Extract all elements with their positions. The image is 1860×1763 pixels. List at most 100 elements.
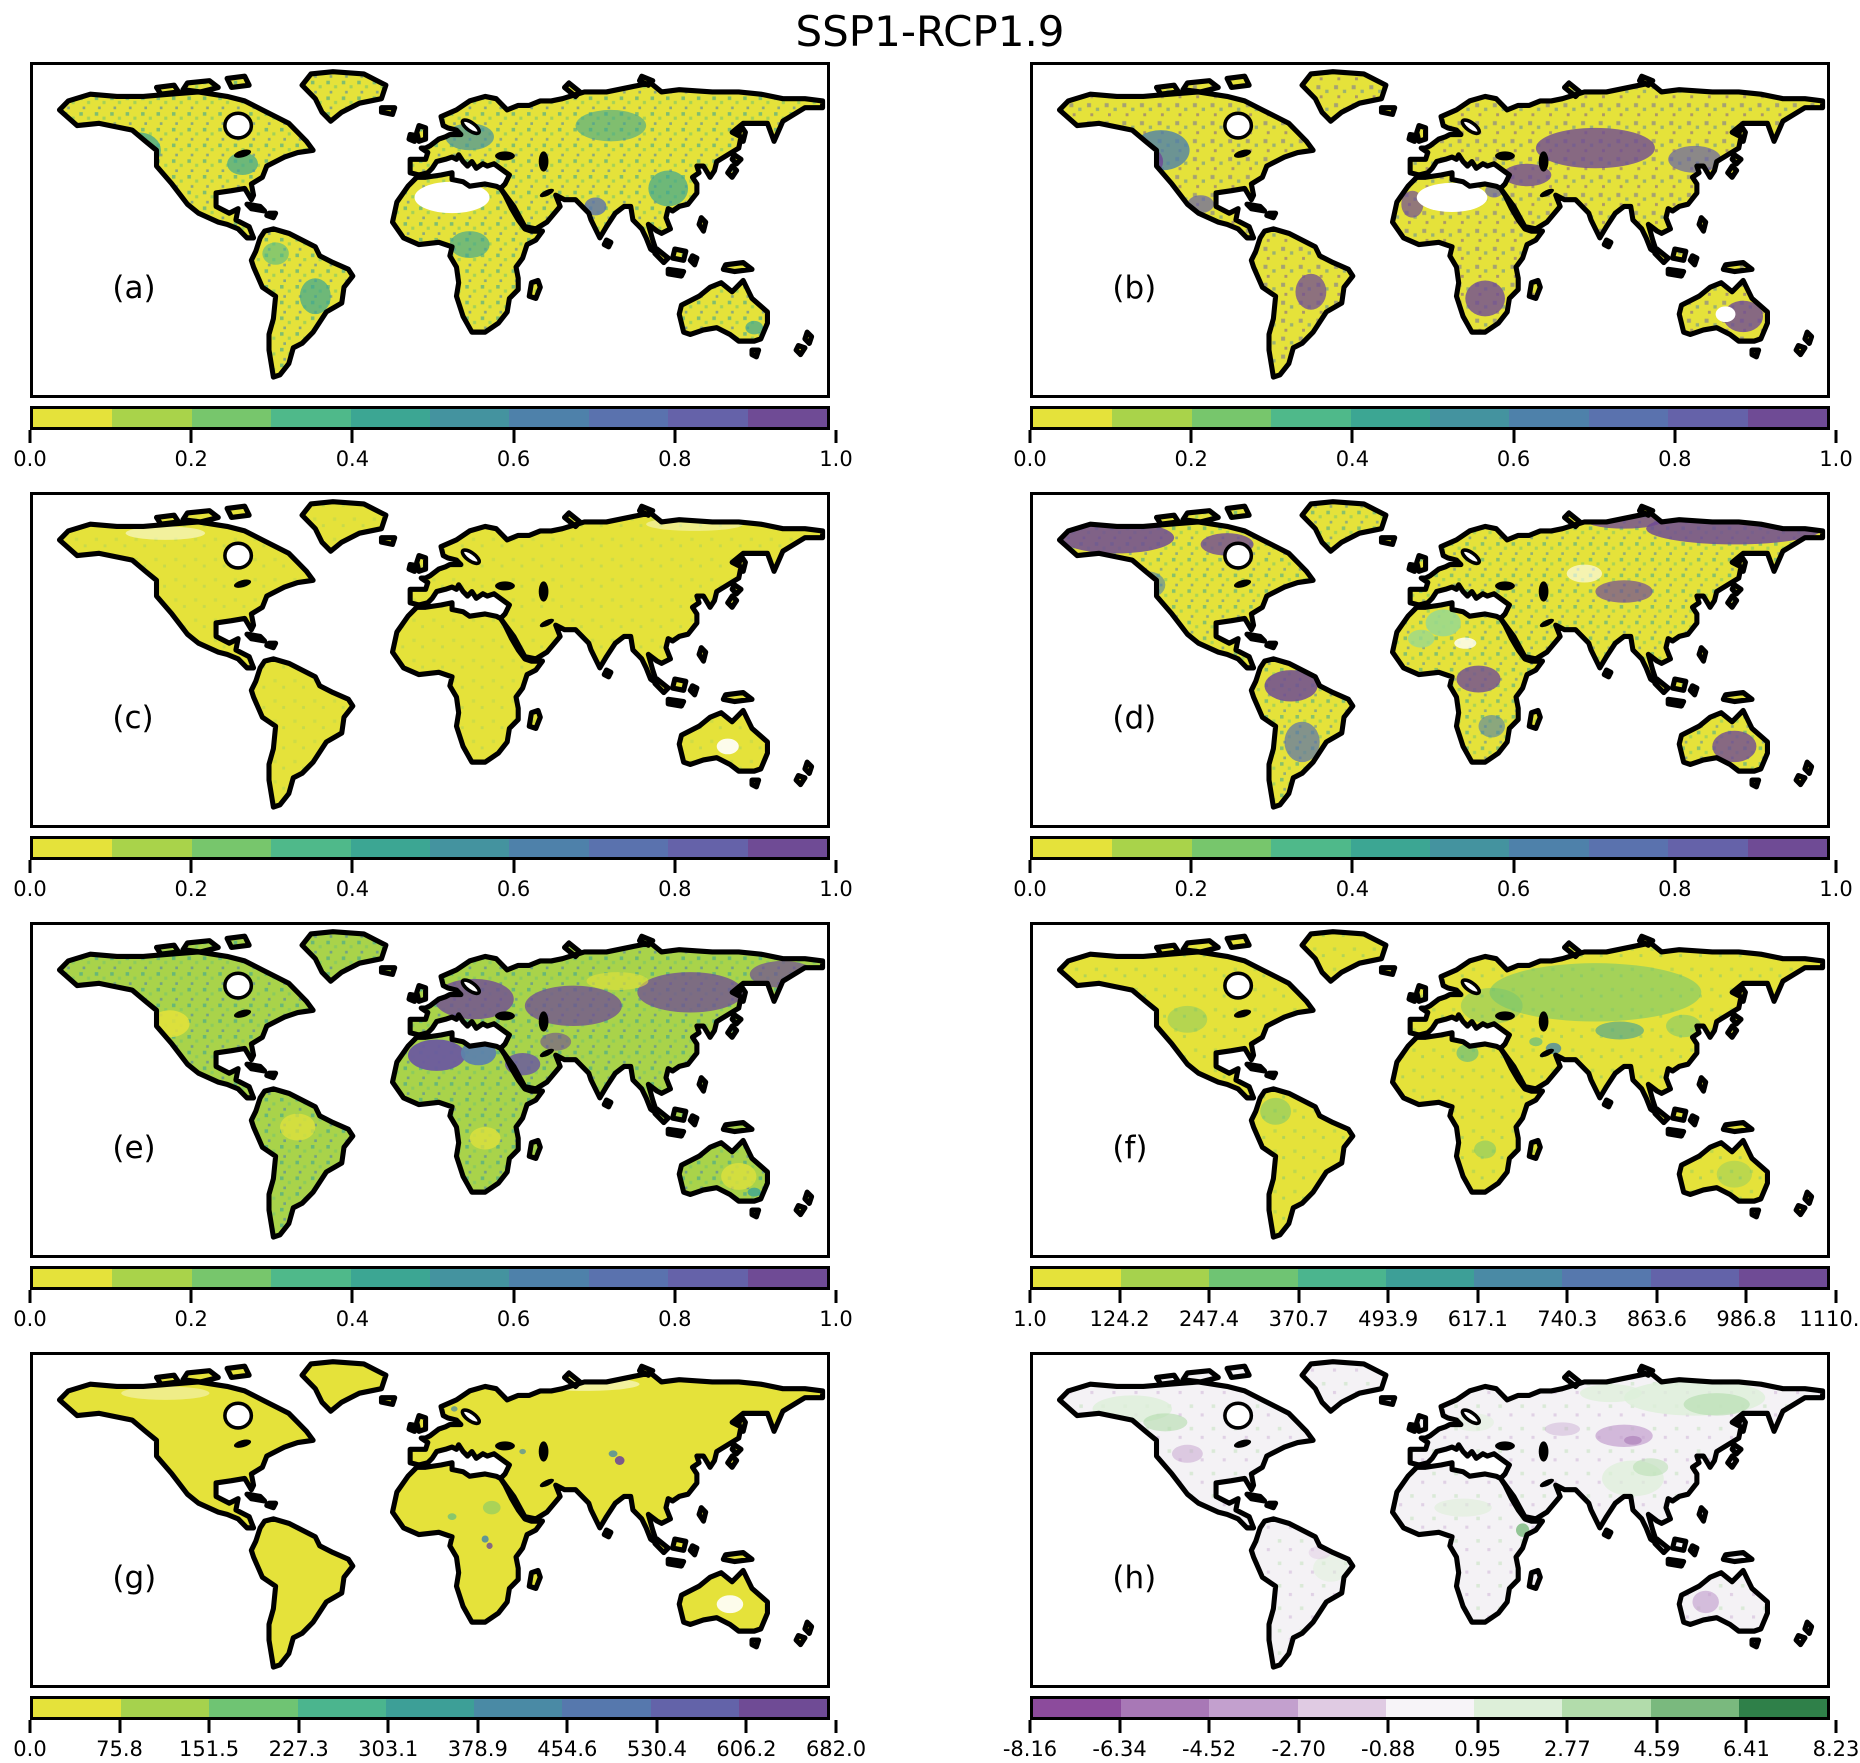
colorbar-tick-label: 0.8	[658, 877, 692, 901]
colorbar-tick-mark	[1655, 1720, 1659, 1733]
colorbar-gradient	[1030, 406, 1830, 430]
speckle-overlay	[1059, 931, 1823, 1238]
caspian-sea	[538, 151, 549, 172]
caspian-sea	[538, 1441, 549, 1462]
data-blob	[1665, 1014, 1702, 1038]
colorbar-gradient	[30, 836, 830, 860]
colorbar-segment	[588, 839, 669, 857]
colorbar-tick-mark	[1512, 860, 1516, 873]
data-blob	[1260, 1097, 1292, 1125]
hudson-bay	[223, 1401, 254, 1430]
world-map-e	[33, 925, 827, 1255]
data-blob	[1579, 1384, 1642, 1403]
colorbar-segment	[509, 409, 589, 427]
data-blob	[1434, 1498, 1492, 1517]
colorbar-tick-label: 8.23	[1812, 1737, 1860, 1761]
colorbar-tick-mark	[1834, 860, 1838, 873]
colorbar-segment	[1509, 839, 1589, 857]
panel-label-f: (f)	[1112, 1129, 1148, 1166]
colorbar-segment	[1209, 1269, 1298, 1287]
baltic-sea	[460, 548, 482, 566]
persian-gulf	[1539, 1048, 1554, 1058]
map-frame-h: (h)	[1030, 1352, 1830, 1688]
data-layer	[59, 931, 823, 1238]
colorbar-segment	[1112, 409, 1192, 427]
colorbar-segment	[271, 1269, 351, 1287]
colorbar-tick-label: 986.8	[1716, 1307, 1777, 1331]
colorbar-tick-label: 1.0	[1819, 877, 1853, 901]
world-map-d	[1033, 495, 1827, 825]
baltic-sea	[1460, 978, 1482, 996]
colorbar-tick-label: 75.8	[96, 1737, 143, 1761]
colorbar-axis: -8.16 -6.34 -4.52 -2.70 -0.88 0.95 2.77 4.59 6.4…	[1003, 1720, 1859, 1763]
great-lakes	[1233, 149, 1252, 158]
colorbar-tick-label: 0.4	[335, 447, 370, 471]
colorbar-segment	[112, 1269, 192, 1287]
colorbar-segment	[509, 839, 589, 857]
colorbar-segment	[1747, 409, 1828, 427]
data-layer	[59, 501, 823, 808]
colorbar-tick-label: 1.0	[819, 1307, 853, 1331]
data-blob	[1502, 163, 1552, 187]
colorbar-tick-label: 0.8	[1658, 877, 1692, 901]
hudson-bay	[223, 111, 254, 140]
colorbar-tick-mark	[28, 860, 32, 873]
colorbar-tick-mark	[189, 860, 193, 873]
colorbar-segment	[1738, 1699, 1827, 1717]
colorbar-segment	[1738, 1269, 1827, 1287]
colorbar-tick-mark	[1673, 430, 1677, 443]
baltic-sea	[460, 118, 482, 136]
colorbar-tick-mark	[28, 430, 32, 443]
colorbar-tick-mark	[350, 1290, 354, 1303]
colorbar-tick-mark	[1028, 1290, 1032, 1303]
speckle-overlay	[1059, 71, 1823, 378]
colorbar-a: 0.0 0.2 0.4 0.6 0.8 1.0	[13, 406, 853, 480]
colorbar-tick-mark	[118, 1720, 122, 1733]
colorbar-tick-mark	[1476, 1720, 1480, 1733]
colorbar-tick-label: 0.2	[174, 1307, 208, 1331]
colorbar-segment	[1385, 1699, 1475, 1717]
colorbar-tick-mark	[297, 1720, 301, 1733]
data-blob	[1723, 300, 1764, 333]
nodata-blob	[125, 526, 206, 540]
black-sea	[1495, 1011, 1515, 1021]
data-blob	[1716, 1160, 1753, 1188]
map-frame-d: (d)	[1030, 492, 1830, 828]
colorbar-segment	[1430, 839, 1510, 857]
panel-a: (a) 0.0 0.2 0.4 0.6 0.8 1.0	[13, 62, 853, 480]
colorbar-tick-mark	[1297, 1290, 1301, 1303]
hudson-bay	[1223, 971, 1254, 1000]
colorbar-tick-mark	[28, 1720, 32, 1733]
colorbar-tick-label: 530.4	[626, 1737, 687, 1761]
data-layer	[59, 1361, 823, 1668]
data-blob	[1632, 1458, 1669, 1477]
panel-d: (d) 0.0 0.2 0.4 0.6 0.8 1.0	[1013, 492, 1853, 910]
colorbar-segment	[1271, 409, 1351, 427]
colorbar-gradient	[30, 1266, 830, 1290]
caspian-sea	[1538, 1441, 1549, 1462]
colorbar-f: 1.0 124.2 247.4 370.7 493.9 617.1 740.3 863.6 98…	[1013, 1266, 1860, 1340]
colorbar-tick-label: 0.8	[658, 1307, 692, 1331]
colorbar-axis: 0.0 0.2 0.4 0.6 0.8 1.0	[1013, 860, 1853, 910]
colorbar-tick-mark	[1834, 1290, 1838, 1303]
colorbar-segment	[668, 409, 748, 427]
colorbar-segment	[1430, 409, 1510, 427]
colorbar-tick-mark	[512, 430, 516, 443]
great-lakes	[233, 149, 252, 158]
sahara-country-blob	[1425, 609, 1461, 637]
data-blob	[447, 1513, 457, 1520]
colorbar-h: -8.16 -6.34 -4.52 -2.70 -0.88 0.95 2.77 4.59 6.4…	[1003, 1696, 1859, 1763]
world-map-h	[1033, 1355, 1827, 1685]
data-blob	[1683, 1393, 1750, 1416]
colorbar-tick-label: 227.3	[268, 1737, 329, 1761]
colorbar-segment	[562, 1699, 651, 1717]
black-sea	[495, 1441, 515, 1451]
panel-label-b: (b)	[1112, 269, 1157, 306]
panel-f: (f) 1.0 124.2 247.4 370.7 493.9 617.1 740.3 863…	[1013, 922, 1860, 1340]
data-blob	[1059, 521, 1175, 554]
colorbar-segment	[1668, 839, 1748, 857]
colorbar-gradient	[30, 406, 830, 430]
colorbar-c: 0.0 0.2 0.4 0.6 0.8 1.0	[13, 836, 853, 910]
data-blob	[280, 1113, 316, 1141]
colorbar-tick-mark	[1118, 1290, 1122, 1303]
